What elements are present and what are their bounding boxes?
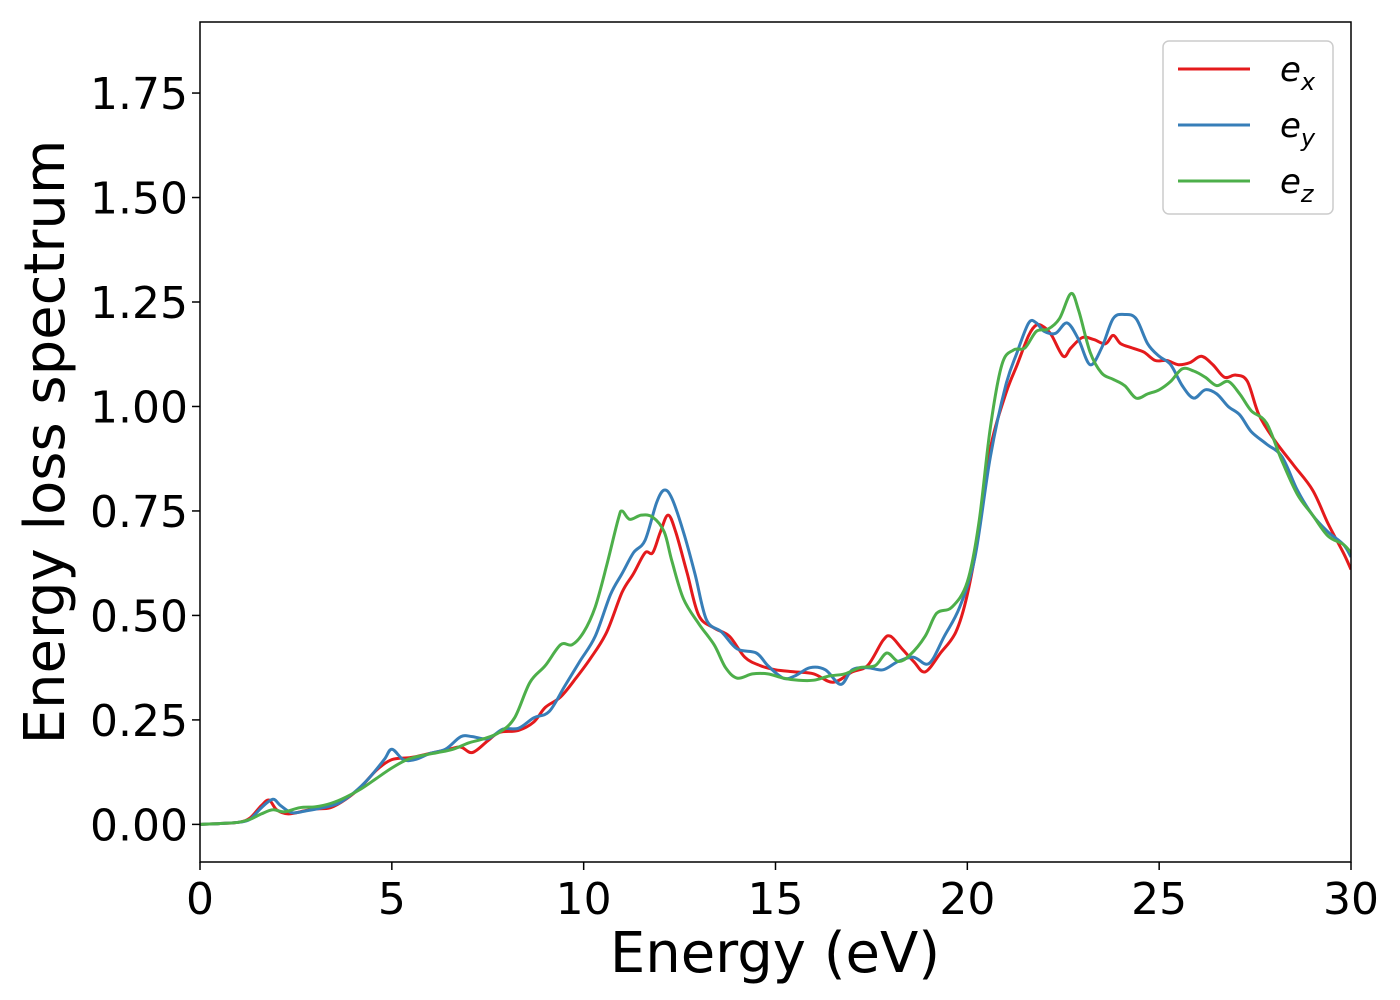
y-tick-label: 0.75 (90, 487, 188, 538)
y-tick-label: 0.25 (90, 696, 188, 747)
x-tick-label: 30 (1323, 874, 1379, 925)
x-tick-label: 20 (939, 874, 995, 925)
y-tick-label: 1.75 (90, 69, 188, 120)
x-tick-label: 10 (556, 874, 612, 925)
series-layer (200, 292, 1351, 826)
y-tick-label: 1.00 (90, 382, 188, 433)
series-line-y (200, 312, 1351, 826)
series-line-z (200, 292, 1351, 826)
x-axis-ticks: 0 5 10 15 20 25 30 (186, 862, 1379, 925)
y-tick-label: 0.00 (90, 800, 188, 851)
y-tick-label: 0.50 (90, 591, 188, 642)
series-line-x (200, 322, 1351, 826)
y-axis-ticks: 0.00 0.25 0.50 0.75 1.00 1.25 1.50 1.75 (90, 69, 200, 851)
x-axis-label: Energy (eV) (610, 921, 940, 986)
y-tick-label: 1.50 (90, 174, 188, 225)
y-tick-label: 1.25 (90, 278, 188, 329)
y-axis-label: Energy loss spectrum (13, 140, 78, 745)
x-tick-label: 25 (1131, 874, 1187, 925)
legend-frame (1162, 40, 1334, 215)
x-tick-label: 5 (378, 874, 406, 925)
x-tick-label: 0 (186, 874, 214, 925)
x-tick-label: 15 (748, 874, 804, 925)
